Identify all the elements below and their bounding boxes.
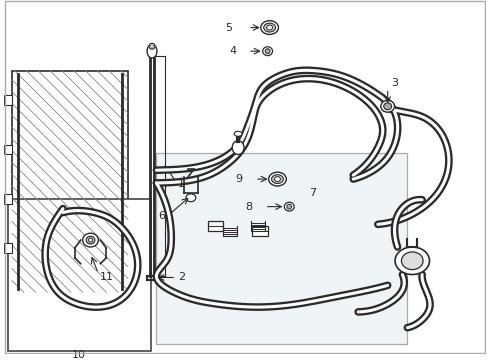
Text: 4: 4 <box>229 46 236 56</box>
Text: 8: 8 <box>245 202 252 212</box>
Bar <box>156 153 407 345</box>
Text: 1: 1 <box>178 179 185 189</box>
Ellipse shape <box>284 202 294 211</box>
Ellipse shape <box>89 238 93 242</box>
Ellipse shape <box>264 23 275 32</box>
Ellipse shape <box>263 47 272 55</box>
Bar <box>4 145 12 154</box>
Bar <box>4 243 12 253</box>
Text: 5: 5 <box>225 23 232 32</box>
Bar <box>4 194 12 204</box>
Ellipse shape <box>186 194 196 202</box>
Ellipse shape <box>401 252 423 270</box>
Bar <box>12 71 128 292</box>
Text: 9: 9 <box>235 174 242 184</box>
Text: 11: 11 <box>99 273 113 283</box>
Text: 10: 10 <box>72 350 85 360</box>
Ellipse shape <box>269 172 286 186</box>
Ellipse shape <box>271 175 283 184</box>
Bar <box>8 199 150 351</box>
Ellipse shape <box>267 25 272 30</box>
Bar <box>208 221 223 231</box>
Bar <box>4 95 12 105</box>
Text: 6: 6 <box>158 211 166 221</box>
Ellipse shape <box>232 141 244 154</box>
Ellipse shape <box>395 247 430 275</box>
Ellipse shape <box>149 43 155 49</box>
Ellipse shape <box>147 44 157 58</box>
Ellipse shape <box>234 131 242 136</box>
Text: 3: 3 <box>392 78 398 87</box>
Ellipse shape <box>381 100 394 112</box>
Ellipse shape <box>265 49 270 54</box>
Ellipse shape <box>261 21 278 35</box>
Bar <box>252 226 268 236</box>
Ellipse shape <box>274 177 280 181</box>
Ellipse shape <box>86 236 95 244</box>
Text: 7: 7 <box>309 188 316 198</box>
Ellipse shape <box>384 103 392 110</box>
Ellipse shape <box>287 204 292 209</box>
Ellipse shape <box>83 233 98 247</box>
Text: 2: 2 <box>178 273 185 283</box>
